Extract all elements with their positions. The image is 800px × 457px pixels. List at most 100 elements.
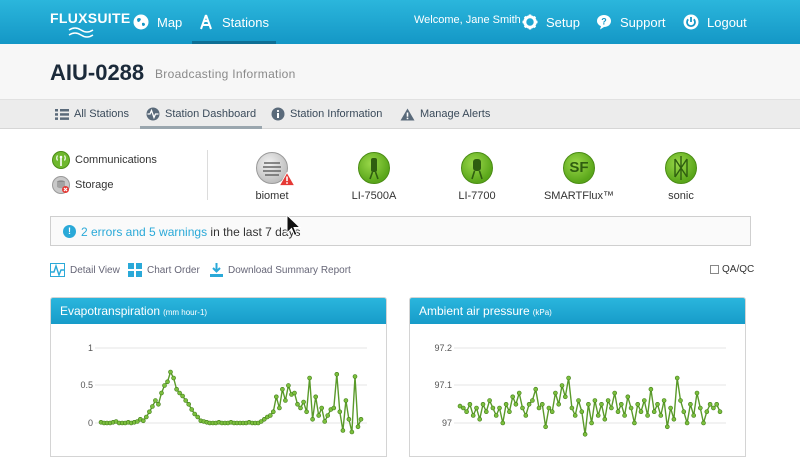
data-point[interactable]	[358, 417, 364, 422]
data-point[interactable]	[493, 413, 499, 418]
data-point[interactable]	[625, 394, 631, 400]
data-point[interactable]	[467, 402, 473, 407]
data-point[interactable]	[316, 413, 322, 418]
data-point[interactable]	[688, 402, 693, 407]
data-point[interactable]	[549, 409, 555, 414]
data-point[interactable]	[135, 419, 140, 424]
instrument-smartflux[interactable]: SF SMARTFlux™	[539, 152, 619, 202]
data-point[interactable]	[268, 413, 273, 418]
data-point[interactable]	[484, 409, 489, 414]
data-point[interactable]	[513, 402, 519, 407]
data-point[interactable]	[681, 409, 687, 414]
nav-stations[interactable]: Stations	[198, 0, 269, 44]
data-point[interactable]	[298, 405, 303, 411]
tab-all-stations[interactable]: All Stations	[55, 100, 129, 128]
data-point[interactable]	[569, 405, 575, 411]
data-point[interactable]	[589, 420, 594, 426]
instrument-li-7500a[interactable]: LI-7500A	[334, 152, 414, 202]
data-point[interactable]	[156, 402, 161, 407]
fluxsuite-logo[interactable]: FLUXSUITE	[50, 4, 130, 42]
data-point[interactable]	[168, 369, 173, 375]
data-point[interactable]	[628, 405, 634, 411]
instrument-sonic[interactable]: sonic	[641, 152, 721, 202]
qaqc-toggle[interactable]: QA/QC	[710, 264, 754, 275]
data-point[interactable]	[283, 398, 288, 403]
data-point[interactable]	[331, 405, 337, 411]
status-storage[interactable]: Storage	[52, 176, 114, 194]
data-point[interactable]	[664, 424, 670, 430]
download-summary-button[interactable]: Download Summary Report	[210, 263, 351, 277]
data-point[interactable]	[159, 390, 164, 396]
instrument-biomet[interactable]: biomet	[232, 152, 312, 202]
data-point[interactable]	[195, 414, 200, 420]
data-point[interactable]	[192, 411, 197, 417]
data-point[interactable]	[691, 413, 697, 418]
data-point[interactable]	[701, 420, 706, 426]
tab-station-information[interactable]: Station Information	[271, 100, 382, 128]
data-point[interactable]	[274, 394, 279, 400]
tab-manage-alerts[interactable]: Manage Alerts	[400, 100, 490, 128]
data-point[interactable]	[497, 405, 502, 411]
data-point[interactable]	[346, 417, 352, 422]
data-point[interactable]	[147, 409, 152, 415]
data-point[interactable]	[304, 409, 309, 415]
data-point[interactable]	[635, 402, 640, 407]
data-point[interactable]	[470, 413, 476, 418]
data-point[interactable]	[516, 390, 522, 396]
nav-setup[interactable]: Setup	[522, 0, 580, 44]
status-communications[interactable]: Communications	[52, 151, 157, 169]
data-point[interactable]	[648, 386, 654, 392]
data-point[interactable]	[322, 419, 328, 424]
data-point[interactable]	[349, 429, 355, 435]
data-point[interactable]	[286, 383, 291, 388]
data-point[interactable]	[180, 393, 185, 399]
data-point[interactable]	[707, 402, 713, 407]
data-point[interactable]	[592, 398, 598, 403]
data-point[interactable]	[694, 390, 700, 396]
data-point[interactable]	[645, 413, 650, 418]
nav-map[interactable]: Map	[133, 0, 182, 44]
data-point[interactable]	[674, 375, 680, 381]
data-point[interactable]	[183, 398, 188, 403]
data-point[interactable]	[543, 424, 548, 430]
detail-view-button[interactable]: Detail View	[50, 263, 120, 277]
data-point[interactable]	[533, 386, 538, 392]
data-point[interactable]	[632, 420, 637, 426]
data-point[interactable]	[480, 402, 486, 407]
data-point[interactable]	[717, 409, 723, 414]
data-point[interactable]	[714, 402, 720, 407]
data-point[interactable]	[559, 383, 565, 388]
data-point[interactable]	[711, 405, 716, 411]
data-point[interactable]	[668, 405, 673, 411]
data-point[interactable]	[271, 409, 276, 415]
data-point[interactable]	[671, 416, 677, 422]
data-point[interactable]	[460, 405, 466, 411]
data-point[interactable]	[540, 402, 545, 407]
data-point[interactable]	[651, 409, 657, 414]
data-point[interactable]	[186, 402, 191, 407]
qaqc-checkbox[interactable]	[710, 265, 719, 274]
data-point[interactable]	[605, 398, 611, 403]
data-point[interactable]	[487, 398, 492, 403]
data-point[interactable]	[553, 390, 558, 396]
data-point[interactable]	[697, 405, 703, 411]
data-point[interactable]	[307, 375, 312, 381]
data-point[interactable]	[490, 405, 496, 411]
data-point[interactable]	[277, 405, 282, 411]
data-point[interactable]	[704, 409, 710, 414]
data-point[interactable]	[340, 428, 346, 433]
data-point[interactable]	[599, 402, 604, 407]
data-point[interactable]	[684, 420, 690, 426]
instrument-li-7700[interactable]: LI-7700	[437, 152, 517, 202]
data-point[interactable]	[141, 418, 146, 424]
data-point[interactable]	[563, 394, 568, 400]
data-point[interactable]	[280, 387, 285, 392]
data-point[interactable]	[507, 409, 512, 414]
chart-order-button[interactable]: Chart Order	[128, 263, 200, 277]
data-point[interactable]	[150, 404, 155, 409]
data-point[interactable]	[162, 383, 167, 388]
data-point[interactable]	[566, 375, 571, 381]
data-point[interactable]	[189, 407, 194, 412]
nav-support[interactable]: ? Support	[596, 0, 666, 44]
data-point[interactable]	[579, 409, 585, 414]
